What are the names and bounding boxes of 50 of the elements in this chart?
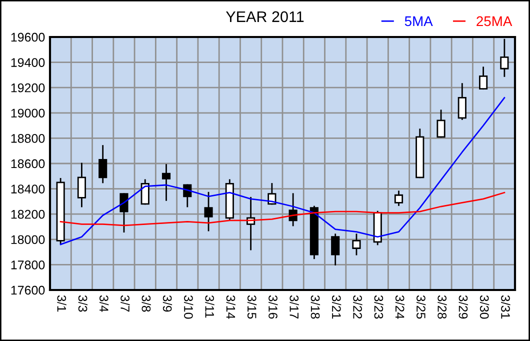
y-tick-label: 18800 — [11, 134, 45, 143]
candlestick — [120, 193, 128, 233]
x-tick-label: 3/4 — [99, 295, 109, 312]
legend-label: 25MA — [476, 16, 512, 26]
line-series — [60, 97, 506, 246]
candlestick — [77, 162, 86, 208]
x-tick-label: 3/17 — [290, 295, 299, 319]
candlestick — [204, 192, 213, 232]
x-tick-label: 3/9 — [162, 295, 172, 312]
candlestick — [352, 234, 361, 256]
candlestick — [458, 83, 466, 120]
x-tick-label: 3/28 — [438, 295, 447, 319]
x-tick-label: 3/29 — [458, 295, 468, 319]
candlestick — [394, 190, 404, 206]
candlestick — [479, 66, 488, 90]
legend-label: 5MA — [404, 16, 433, 26]
y-tick-label: 18200 — [11, 210, 45, 219]
x-tick-label: 3/18 — [310, 295, 320, 319]
y-tick-label: 17600 — [11, 286, 45, 295]
line-series — [60, 192, 506, 226]
candlestick — [140, 179, 150, 205]
y-tick-label: 19200 — [11, 83, 45, 92]
x-tick-label: 3/31 — [501, 295, 510, 319]
y-tick-label: 18400 — [11, 184, 45, 194]
y-tick-label: 18000 — [11, 235, 45, 244]
x-tick-label: 3/8 — [142, 295, 151, 312]
y-tick-label: 19400 — [11, 58, 45, 67]
x-tick-label: 3/25 — [416, 295, 426, 319]
x-tick-label: 3/16 — [268, 295, 278, 319]
x-tick-label: 3/10 — [184, 295, 194, 319]
x-tick-label: 3/3 — [78, 295, 88, 312]
x-tick-label: 3/23 — [374, 295, 384, 319]
candlestick — [436, 110, 446, 138]
x-tick-label: 3/1 — [57, 295, 66, 312]
y-tick-label: 19000 — [11, 108, 45, 118]
x-tick-label: 3/11 — [205, 295, 214, 318]
candlestick — [331, 234, 340, 266]
x-tick-label: 3/7 — [120, 295, 130, 312]
y-tick-label: 17800 — [11, 260, 45, 270]
x-tick-label: 3/22 — [353, 295, 362, 319]
candlestick — [162, 164, 171, 201]
y-tick-label: 18600 — [11, 159, 45, 168]
x-tick-label: 3/15 — [247, 295, 257, 319]
x-tick-label: 3/14 — [226, 295, 236, 319]
x-tick-label: 3/21 — [332, 295, 342, 319]
x-tick-label: 3/30 — [480, 295, 490, 319]
chart-title: YEAR 2011 — [226, 11, 304, 22]
x-tick-label: 3/24 — [395, 295, 405, 319]
y-tick-label: 19600 — [11, 32, 45, 42]
candlestick — [98, 145, 108, 184]
